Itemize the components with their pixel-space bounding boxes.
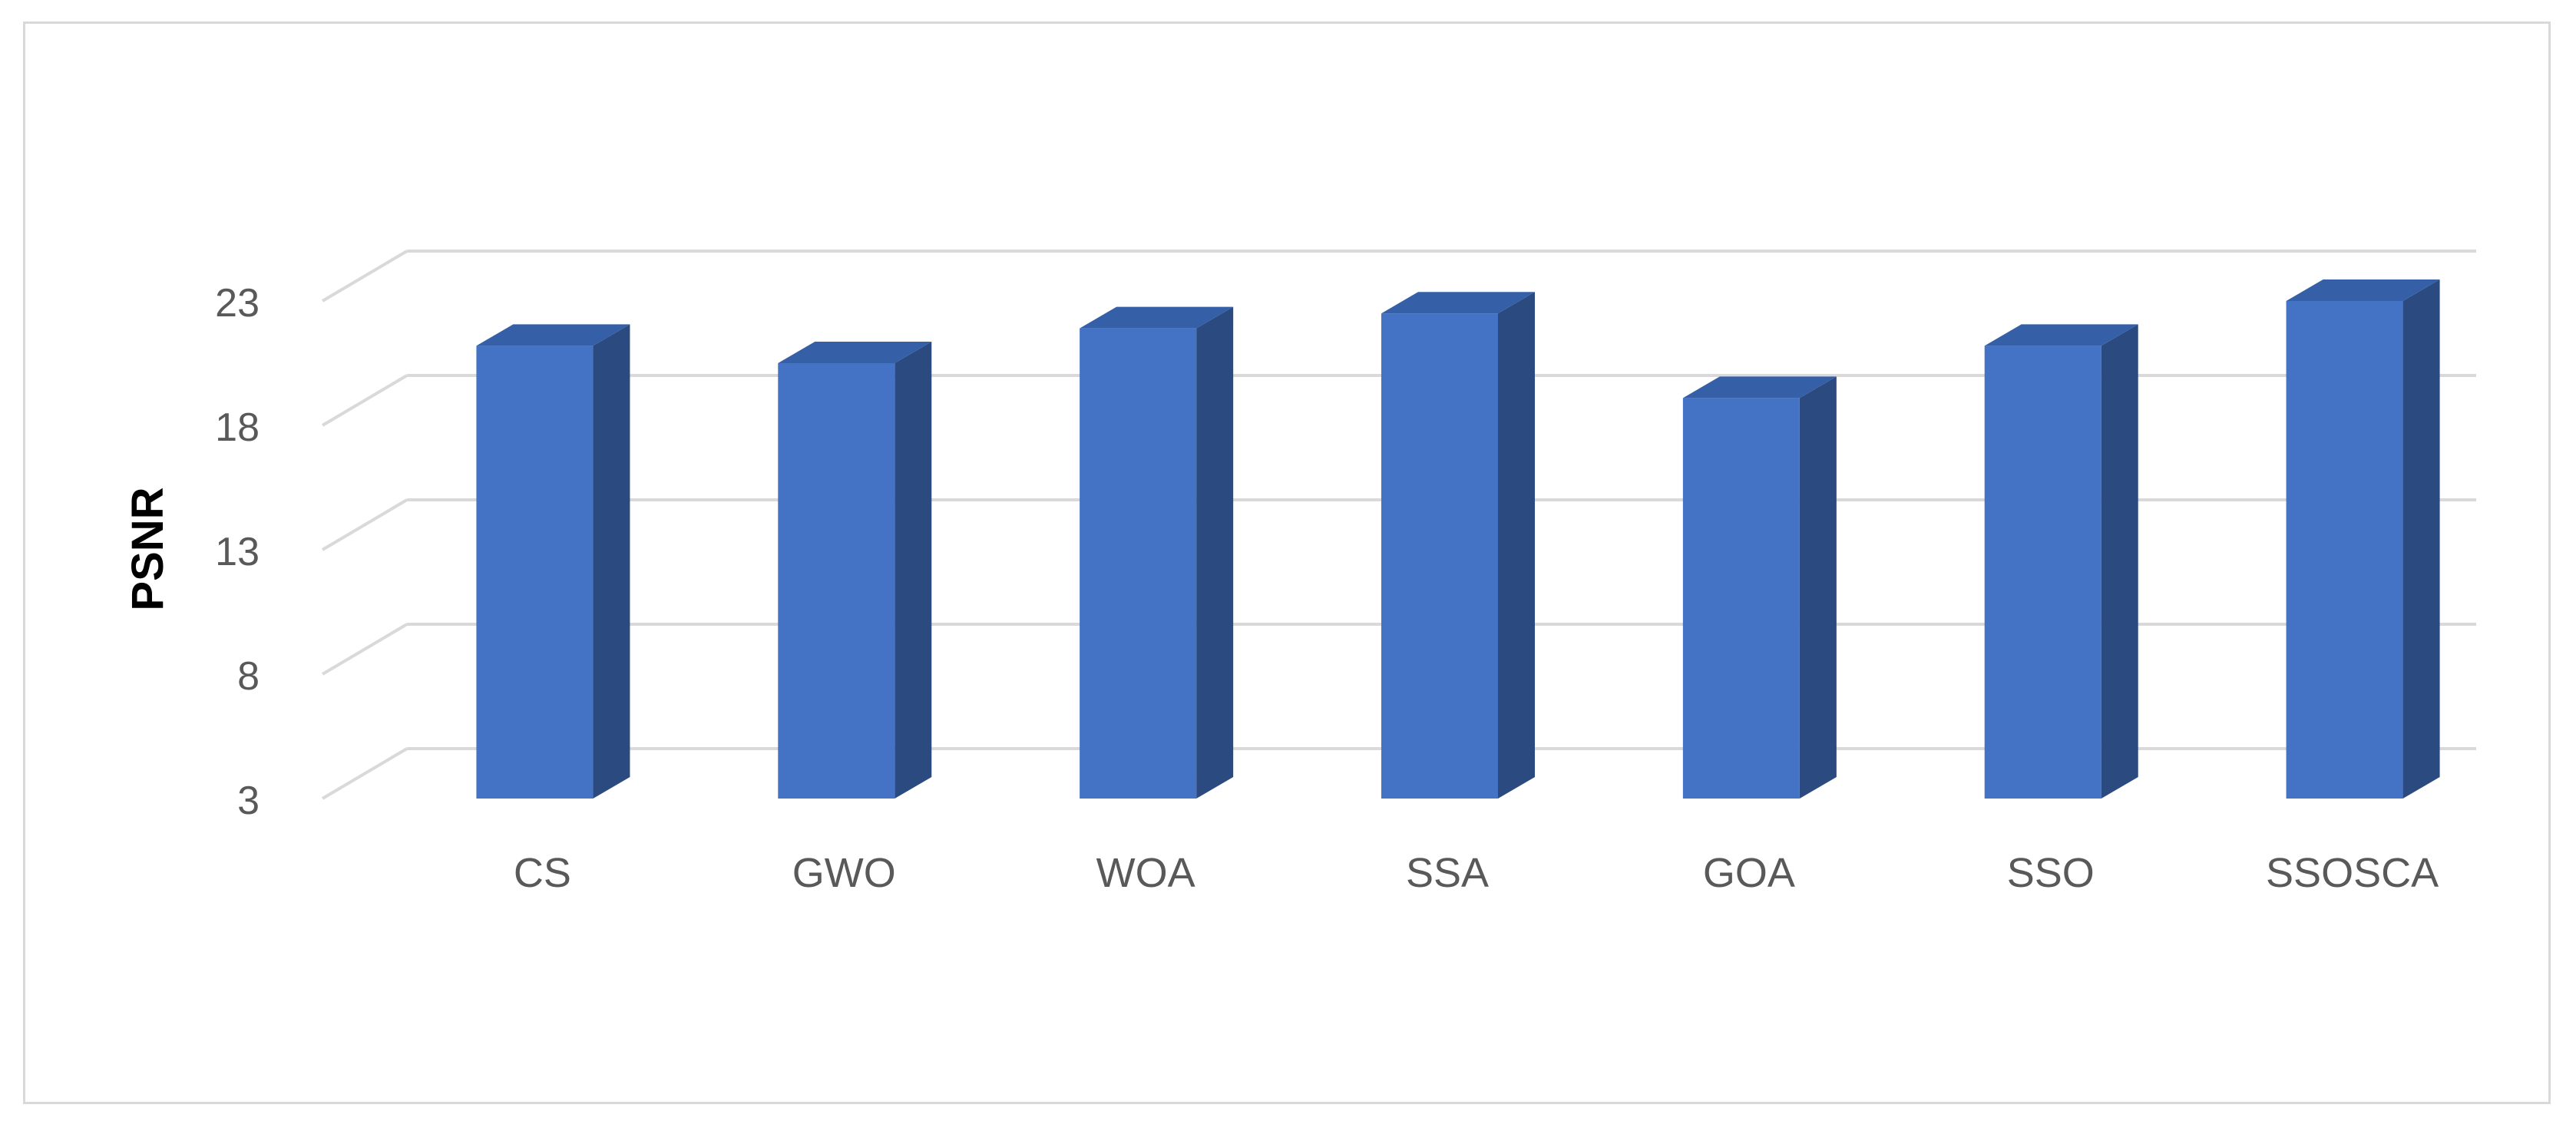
y-axis-title: PSNR [123,487,173,610]
bar [1381,313,1498,799]
x-category-label: CS [514,850,571,896]
bar-top [476,324,630,346]
gridline-diagonal [321,374,408,427]
bar-top [778,342,932,363]
gridline-diagonal [321,623,408,676]
bar [1080,328,1197,799]
bar-sso [1984,324,2138,799]
x-category-label: SSA [1406,850,1489,896]
gridline-diagonal [321,498,408,551]
bar-side [2101,324,2138,799]
bar-top [1381,292,1535,314]
x-category-label: GOA [1703,850,1795,896]
bar-woa [1080,306,1234,799]
gridline-diagonal [321,747,408,800]
bar [1984,346,2101,799]
bar [476,346,594,799]
y-tick-labels: 3 8 13 18 23 [215,281,260,823]
bar-side [593,324,630,799]
bar-side [2402,279,2440,799]
bar-cs [476,324,630,799]
bar [2286,301,2403,799]
y-tick-label: 8 [237,654,260,699]
bar [778,363,895,799]
bar-ssosca [2286,279,2440,799]
y-tick-label: 13 [215,530,260,574]
bar-top [2286,279,2440,301]
bar-gwo [778,342,932,799]
bar-ssa [1381,292,1535,799]
x-category-label: SSO [2007,850,2095,896]
bar-side [1799,376,1837,799]
bar-top [1080,306,1234,329]
bar-side [1196,306,1234,799]
bar-side [894,342,932,799]
x-category-label: SSOSCA [2266,850,2439,896]
x-category-label: WOA [1096,850,1195,896]
x-category-label: GWO [792,850,896,896]
bar-goa [1682,376,1837,799]
y-tick-label: 18 [215,405,260,450]
gridline-diagonal [321,250,408,303]
bar [1682,398,1800,799]
bars [476,279,2440,799]
y-tick-label: 3 [237,779,260,823]
bar-side [1498,292,1535,799]
bar-top [1682,376,1837,398]
x-category-labels: CS GWO WOA SSA GOA SSO SSOSCA [514,850,2439,896]
y-tick-label: 23 [215,281,260,326]
bar-top [1984,324,2138,346]
